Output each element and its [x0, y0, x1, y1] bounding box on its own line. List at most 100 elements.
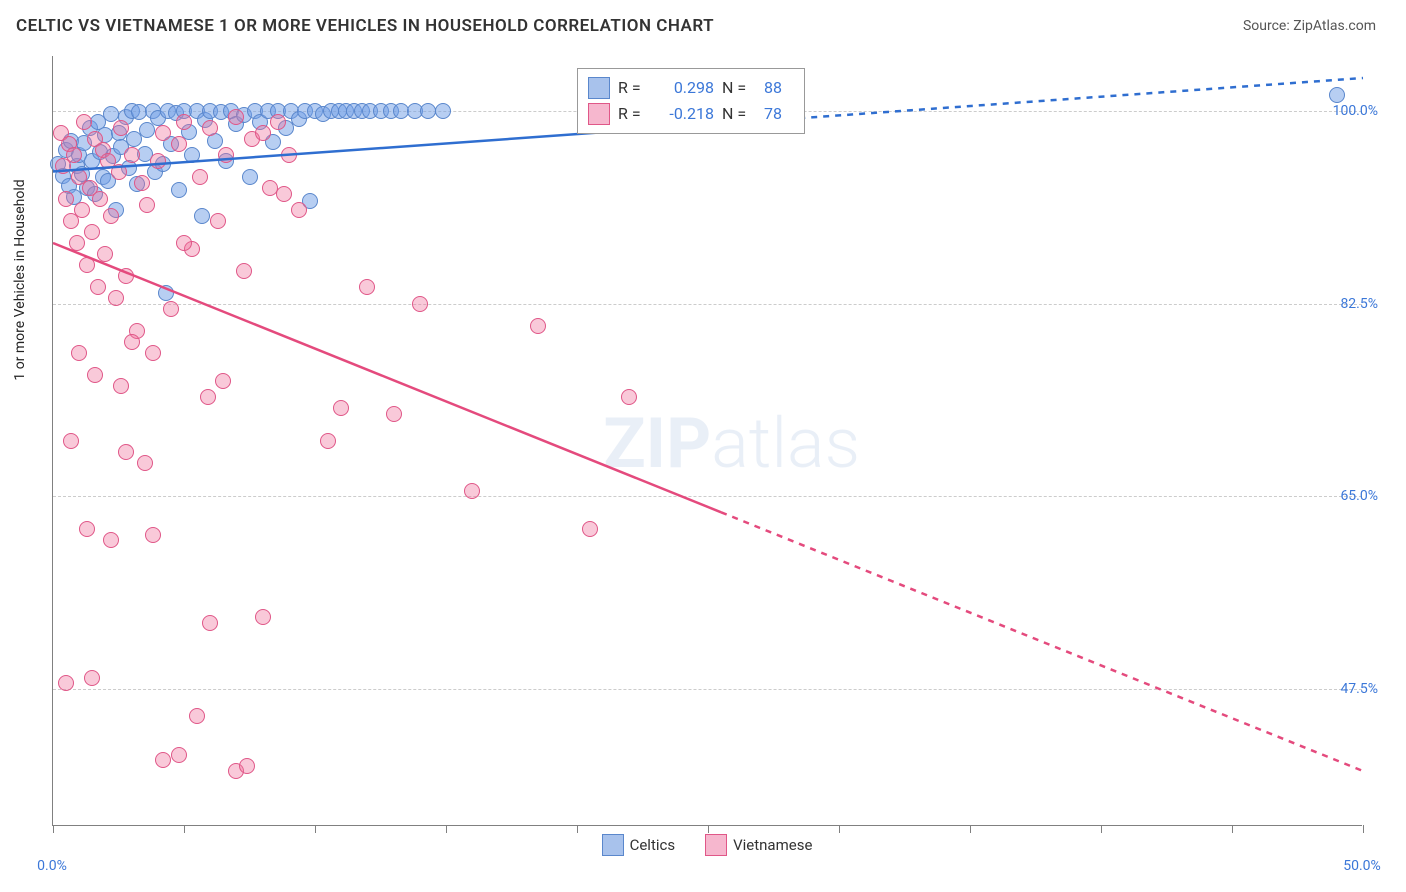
data-point — [420, 103, 436, 119]
data-point — [66, 147, 82, 163]
plot-inner: ZIPatlasR = 0.298N = 88R = -0.218N = 78 — [53, 56, 1362, 825]
y-tick-label: 65.0% — [1340, 488, 1378, 504]
data-point — [184, 147, 200, 163]
data-point — [58, 191, 74, 207]
data-point — [255, 609, 271, 625]
n-label: N = — [722, 104, 756, 123]
data-point — [215, 373, 231, 389]
data-point — [150, 153, 166, 169]
x-tick-label: 50.0% — [1343, 858, 1381, 874]
y-tick-label: 100.0% — [1333, 103, 1378, 119]
data-point — [145, 527, 161, 543]
data-point — [320, 433, 336, 449]
x-tick — [577, 825, 578, 833]
gridline — [53, 304, 1362, 305]
data-point — [113, 120, 129, 136]
x-tick — [1363, 825, 1364, 833]
data-point — [69, 235, 85, 251]
legend-swatch — [588, 103, 610, 125]
data-point — [139, 197, 155, 213]
trendline — [721, 512, 1363, 771]
data-point — [155, 752, 171, 768]
x-tick — [839, 825, 840, 833]
data-point — [84, 224, 100, 240]
legend-swatch — [588, 77, 610, 99]
x-tick-label: 0.0% — [37, 858, 67, 874]
plot-area: ZIPatlasR = 0.298N = 88R = -0.218N = 78 — [52, 56, 1362, 826]
data-point — [79, 521, 95, 537]
legend-item: Celtics — [602, 834, 676, 856]
data-point — [291, 202, 307, 218]
n-value: 78 — [764, 104, 794, 123]
data-point — [202, 615, 218, 631]
data-point — [103, 208, 119, 224]
data-point — [171, 136, 187, 152]
data-point — [228, 109, 244, 125]
data-point — [281, 147, 297, 163]
data-point — [192, 169, 208, 185]
data-point — [210, 213, 226, 229]
r-label: R = — [618, 104, 646, 123]
data-point — [202, 120, 218, 136]
data-point — [103, 532, 119, 548]
y-tick-label: 82.5% — [1340, 296, 1378, 312]
legend-swatch — [602, 834, 624, 856]
gridline — [53, 689, 1362, 690]
legend-row: R = 0.298N = 88 — [588, 75, 794, 101]
data-point — [97, 246, 113, 262]
x-tick — [53, 825, 54, 833]
data-point — [92, 191, 108, 207]
data-point — [464, 483, 480, 499]
legend-swatch — [705, 834, 727, 856]
data-point — [118, 444, 134, 460]
data-point — [63, 433, 79, 449]
legend-row: R = -0.218 N = 78 — [588, 101, 794, 127]
x-tick — [708, 825, 709, 833]
x-tick — [1232, 825, 1233, 833]
data-point — [176, 235, 192, 251]
data-point — [435, 103, 451, 119]
data-point — [145, 345, 161, 361]
data-point — [76, 114, 92, 130]
series-legend: Celtics Vietnamese — [52, 834, 1362, 856]
y-tick-label: 47.5% — [1340, 681, 1378, 697]
data-point — [74, 202, 90, 218]
trendline — [53, 243, 721, 512]
data-point — [359, 279, 375, 295]
x-tick — [184, 825, 185, 833]
data-point — [171, 182, 187, 198]
data-point — [84, 670, 100, 686]
data-point — [276, 186, 292, 202]
x-tick — [970, 825, 971, 833]
data-point — [155, 125, 171, 141]
data-point — [87, 367, 103, 383]
data-point — [113, 378, 129, 394]
data-point — [412, 296, 428, 312]
data-point — [71, 345, 87, 361]
chart-title: CELTIC VS VIETNAMESE 1 OR MORE VEHICLES … — [16, 16, 714, 36]
r-value: -0.218 — [654, 104, 714, 123]
data-point — [239, 758, 255, 774]
n-label: N = — [722, 78, 756, 97]
data-point — [1329, 87, 1345, 103]
data-point — [236, 263, 252, 279]
data-point — [270, 114, 286, 130]
data-point — [333, 400, 349, 416]
data-point — [530, 318, 546, 334]
data-point — [200, 389, 216, 405]
legend-label: Vietnamese — [733, 836, 812, 854]
data-point — [111, 164, 127, 180]
r-label: R = — [618, 78, 646, 97]
data-point — [118, 268, 134, 284]
data-point — [79, 257, 95, 273]
data-point — [194, 208, 210, 224]
data-point — [108, 290, 124, 306]
data-point — [218, 147, 234, 163]
r-value: 0.298 — [654, 78, 714, 97]
data-point — [242, 169, 258, 185]
watermark: ZIPatlas — [603, 403, 860, 485]
data-point — [176, 114, 192, 130]
x-tick — [1101, 825, 1102, 833]
data-point — [621, 389, 637, 405]
legend-item: Vietnamese — [705, 834, 812, 856]
